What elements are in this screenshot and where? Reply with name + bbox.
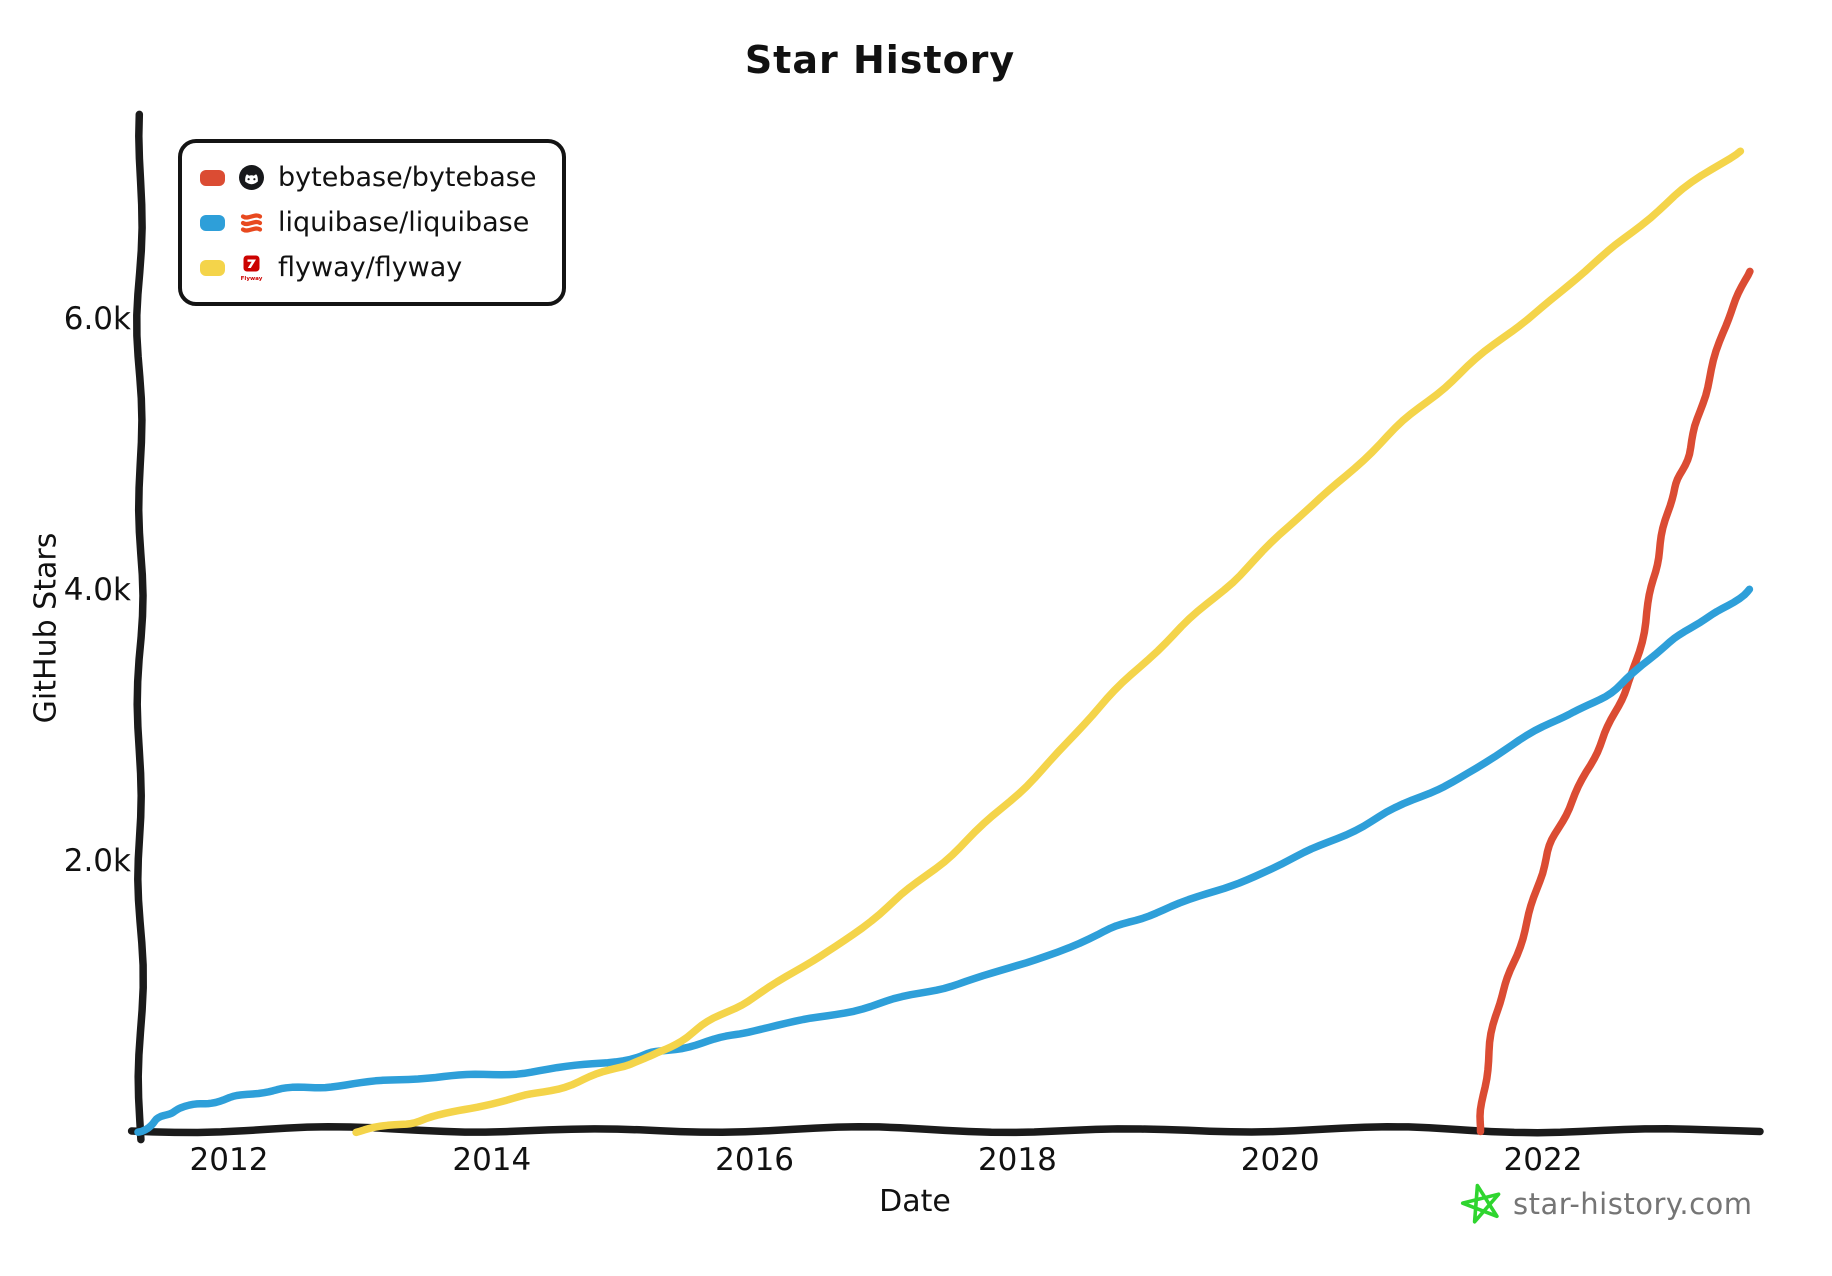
watermark-link[interactable]: star-history.com [1460,1182,1753,1226]
legend-item-bytebase[interactable]: bytebase/bytebase [200,155,544,200]
x-tick-label: 2018 [977,1142,1057,1178]
legend-item-flyway[interactable]: Flyway flyway/flyway [200,245,544,290]
legend-item-liquibase[interactable]: liquibase/liquibase [200,200,544,245]
legend: bytebase/bytebase liquibase/liquibase Fl… [178,139,566,306]
x-tick-label: 2020 [1240,1142,1320,1178]
legend-label-bytebase: bytebase/bytebase [278,162,537,193]
x-tick-label: 2016 [715,1142,795,1178]
bytebase-color-swatch [200,169,225,186]
watermark-text: star-history.com [1513,1187,1753,1221]
liquibase-logo-icon [238,209,265,236]
y-axis-line [133,110,147,1144]
svg-text:Flyway: Flyway [241,276,263,281]
bytebase-logo-icon [238,164,265,191]
y-tick-label: 6.0k [63,301,131,338]
chart-title: Star History [744,38,1016,82]
legend-label-flyway: flyway/flyway [278,252,463,283]
star-icon [1460,1183,1501,1224]
series-line-liquibase [134,585,1754,1136]
legend-label-liquibase: liquibase/liquibase [278,207,530,238]
x-tick-label: 2014 [452,1142,532,1178]
liquibase-color-swatch [200,214,225,231]
x-tick-label: 2012 [189,1142,269,1178]
y-axis-title: GitHub Stars [28,532,64,724]
y-tick-label: 2.0k [63,843,131,880]
y-tick-label: 4.0k [63,572,131,609]
x-axis-title: Date [879,1184,951,1219]
series-line-flyway [352,147,1745,1137]
flyway-logo-icon: Flyway [238,254,265,281]
flyway-color-swatch [200,259,225,276]
x-tick-label: 2022 [1503,1142,1583,1178]
series-line-bytebase [1476,267,1754,1136]
